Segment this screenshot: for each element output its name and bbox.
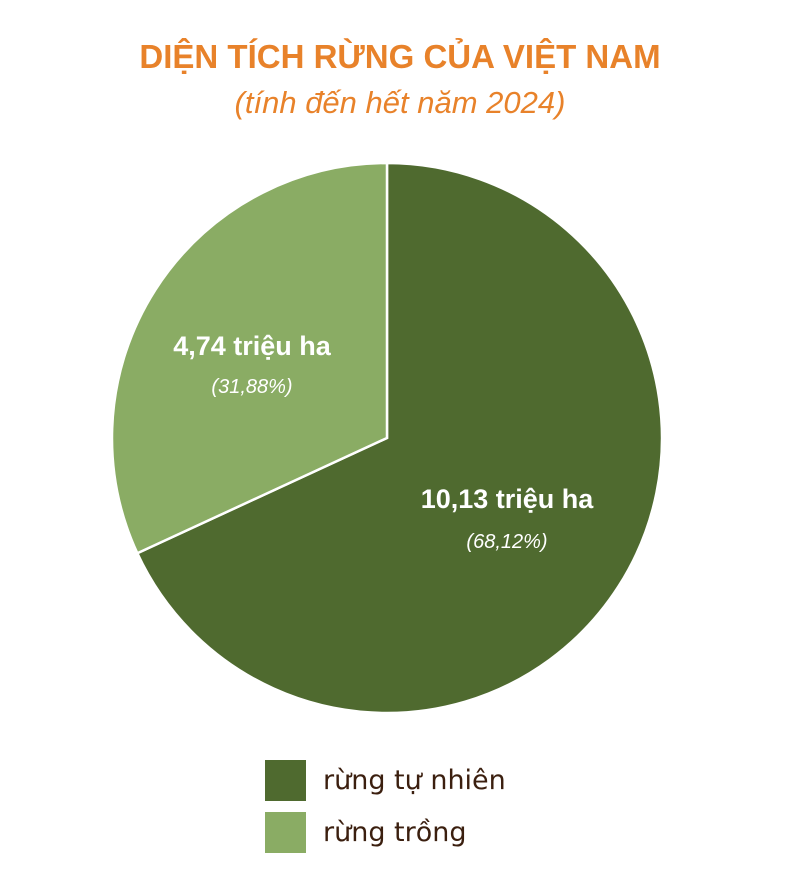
legend-label: rừng tự nhiên <box>323 765 506 796</box>
legend-label: rừng trồng <box>323 817 467 848</box>
legend-swatch <box>265 812 306 853</box>
slice-value-label: 4,74 triệu ha <box>173 331 332 361</box>
slice-percent-label: (31,88%) <box>211 376 292 398</box>
legend-item-planted-forest: rừng trồng <box>265 812 467 853</box>
legend-swatch <box>265 760 306 801</box>
slice-percent-label: (68,12%) <box>466 531 547 553</box>
chart-title: DIỆN TÍCH RỪNG CỦA VIỆT NAM <box>139 38 661 75</box>
legend-item-natural-forest: rừng tự nhiên <box>265 760 506 801</box>
pie-slice-natural-forest <box>135 161 664 715</box>
slice-value-label: 10,13 triệu ha <box>421 484 595 514</box>
chart-subtitle: (tính đến hết năm 2024) <box>234 85 566 120</box>
pie-slice-planted-forest <box>110 161 389 555</box>
